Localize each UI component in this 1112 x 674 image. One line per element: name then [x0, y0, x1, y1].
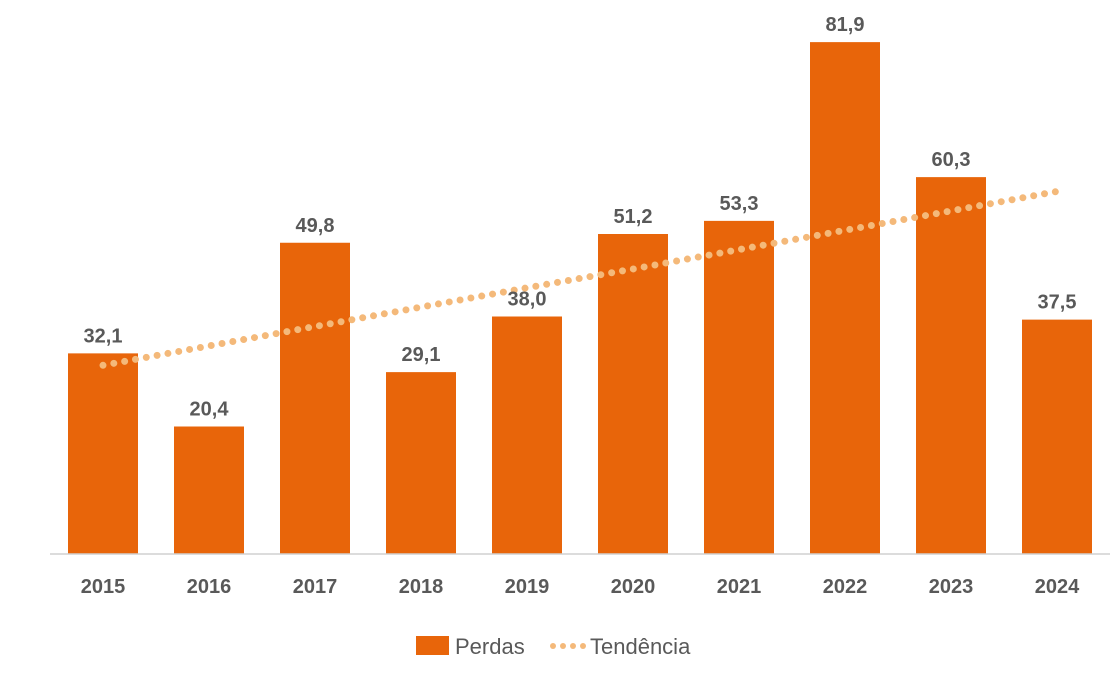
trend-line-group: [99, 188, 1061, 369]
value-label-2015: 32,1: [84, 325, 123, 347]
x-tick-2017: 2017: [293, 576, 338, 598]
bar-2017: [280, 242, 350, 554]
value-label-2020: 51,2: [614, 206, 653, 228]
legend-swatch-tendencia: [550, 643, 586, 649]
bar-2023: [916, 177, 986, 554]
value-label-2019: 38,0: [508, 289, 547, 311]
bar-2019: [492, 316, 562, 554]
trend-line: [99, 188, 1061, 369]
x-tick-2018: 2018: [399, 576, 444, 598]
legend: Perdas Tendência: [416, 634, 691, 659]
x-tick-2024: 2024: [1035, 576, 1080, 598]
x-tick-2023: 2023: [929, 576, 974, 598]
x-tick-2020: 2020: [611, 576, 656, 598]
value-labels-group: 32,1 20,4 49,8 29,1 38,0 51,2 53,3 81,9 60,3 37,5: [84, 14, 1077, 420]
bar-2024: [1022, 319, 1092, 554]
bar-2020: [598, 234, 668, 554]
x-tick-2016: 2016: [187, 576, 232, 598]
bar-2015: [68, 353, 138, 554]
legend-label-tendencia: Tendência: [590, 634, 691, 659]
bar-2016: [174, 426, 244, 554]
bar-2021: [704, 220, 774, 554]
x-tick-2015: 2015: [81, 576, 126, 598]
bars-group: [68, 42, 1092, 554]
value-label-2024: 37,5: [1038, 292, 1077, 314]
value-label-2021: 53,3: [720, 193, 759, 215]
x-tick-labels-group: 2015 2016 2017 2018 2019 2020 2021 2022 2023 2024: [81, 576, 1080, 598]
value-label-2023: 60,3: [932, 149, 971, 171]
legend-label-perdas: Perdas: [455, 634, 525, 659]
value-label-2022: 81,9: [826, 14, 865, 36]
value-label-2016: 20,4: [190, 399, 230, 421]
value-label-2017: 49,8: [296, 215, 335, 237]
value-label-2018: 29,1: [402, 344, 441, 366]
legend-swatch-perdas: [416, 636, 449, 655]
x-tick-2022: 2022: [823, 576, 868, 598]
bar-2022: [810, 42, 880, 554]
x-tick-2019: 2019: [505, 576, 550, 598]
x-tick-2021: 2021: [717, 576, 762, 598]
bar-2018: [386, 372, 456, 554]
